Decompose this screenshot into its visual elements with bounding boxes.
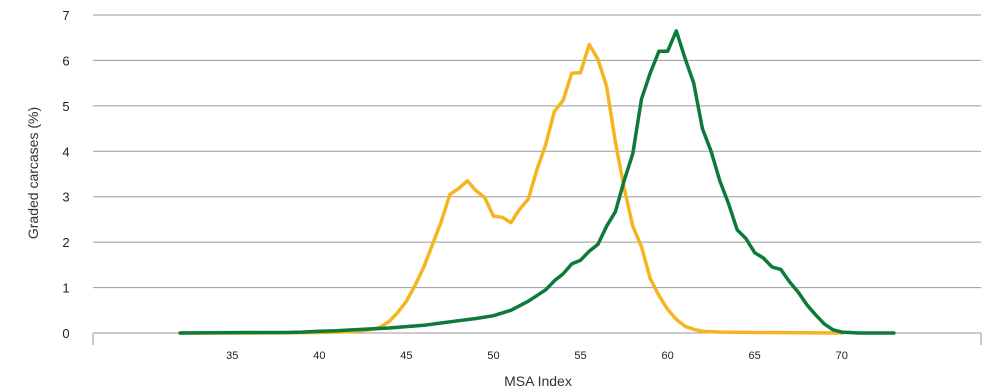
x-tick-label: 65 <box>749 350 761 362</box>
y-tick-label: 7 <box>62 8 69 23</box>
x-tick-label: 70 <box>836 350 848 362</box>
x-axis-title: MSA Index <box>504 373 572 389</box>
x-tick-label: 60 <box>661 350 673 362</box>
y-tick-label: 3 <box>62 190 69 205</box>
x-axis <box>92 332 982 345</box>
x-tick-label: 40 <box>313 350 325 362</box>
y-tick-label: 2 <box>62 235 69 250</box>
y-tick-label: 5 <box>62 99 69 114</box>
x-tick-label: 55 <box>574 350 586 362</box>
grid-lines <box>93 14 981 289</box>
x-tick-label: 45 <box>400 350 412 362</box>
series-line-1 <box>178 42 844 335</box>
y-tick-label: 6 <box>62 53 69 68</box>
y-tick-label: 4 <box>62 144 69 159</box>
y-tick-label: 0 <box>62 326 69 341</box>
x-axis-ticks: 35 40 45 50 55 60 65 70 <box>226 350 848 362</box>
x-tick-label: 50 <box>487 350 499 362</box>
y-tick-label: 1 <box>62 281 69 296</box>
y-axis-title: Graded carcases (%) <box>25 107 41 239</box>
x-tick-label: 35 <box>226 350 238 362</box>
series-line-2 <box>178 29 896 335</box>
series-group <box>178 29 896 335</box>
y-axis-ticks: 0 1 2 3 4 5 6 7 <box>62 8 69 341</box>
